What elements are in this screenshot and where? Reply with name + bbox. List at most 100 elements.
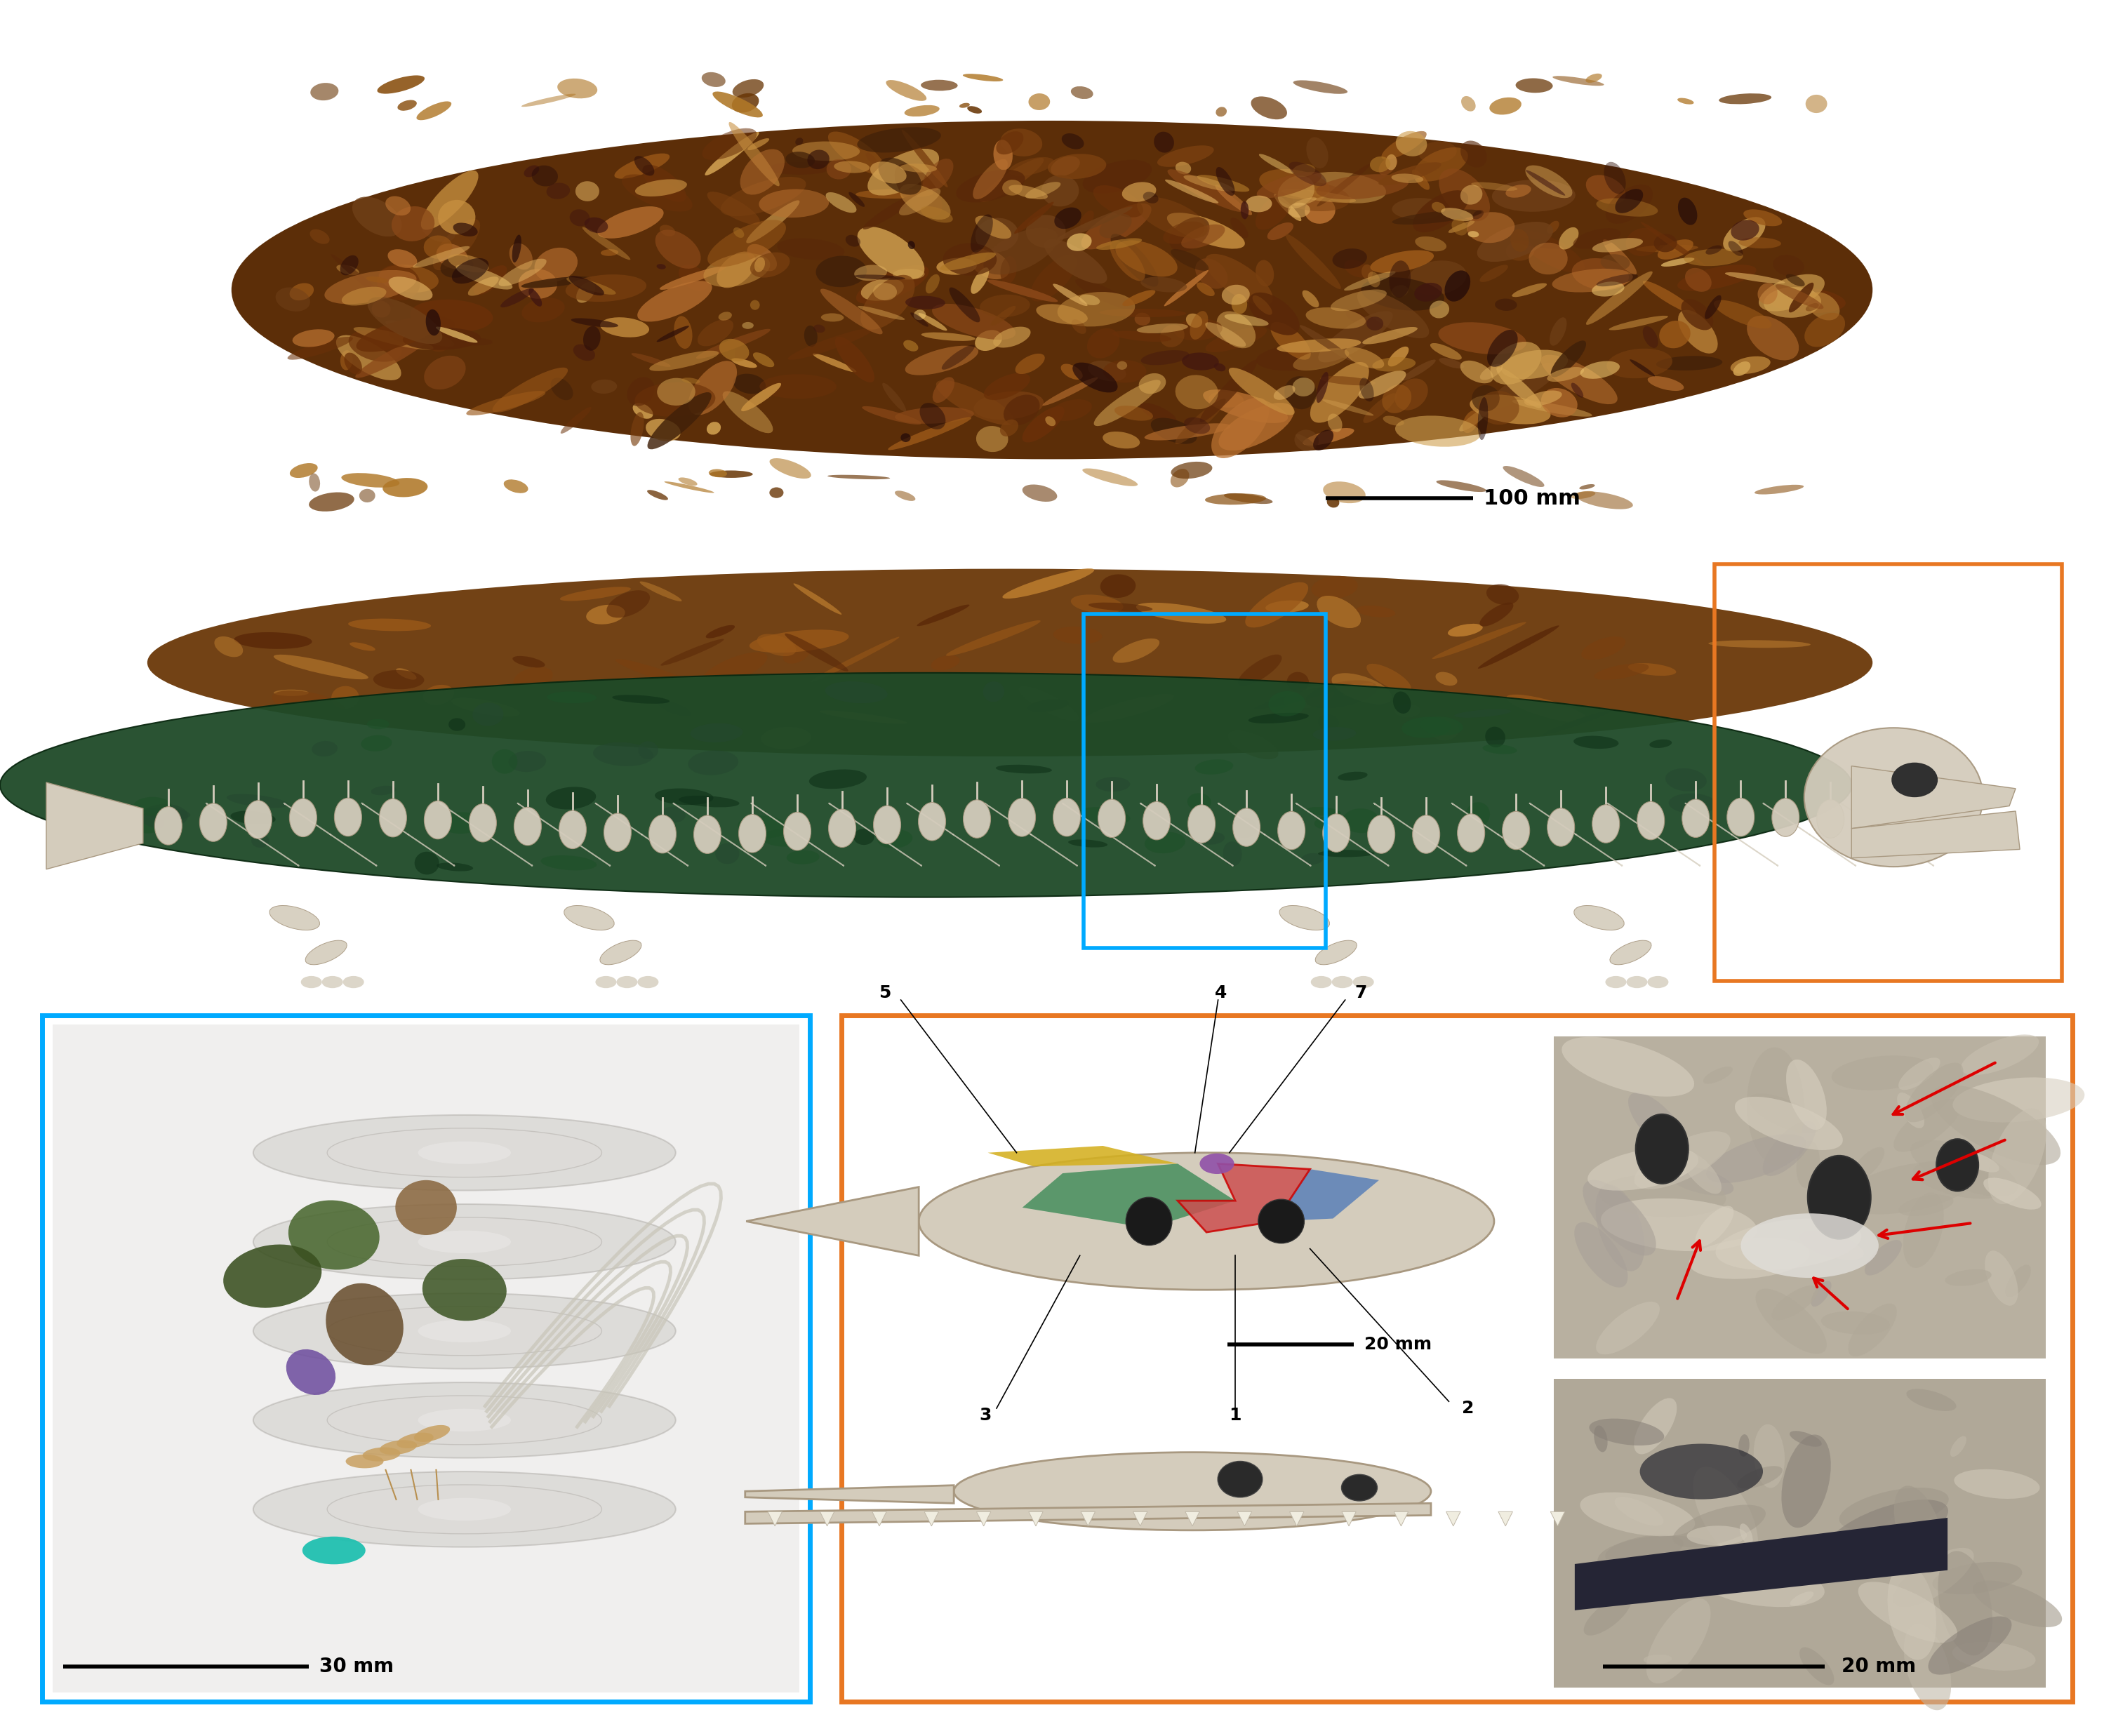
Ellipse shape <box>1593 806 1620 844</box>
Ellipse shape <box>936 259 976 274</box>
Ellipse shape <box>330 253 393 307</box>
Ellipse shape <box>1664 1165 1734 1196</box>
Ellipse shape <box>1961 1035 2039 1075</box>
Ellipse shape <box>423 1259 507 1321</box>
Ellipse shape <box>943 243 997 276</box>
Ellipse shape <box>1294 349 1349 370</box>
Ellipse shape <box>322 976 343 988</box>
Ellipse shape <box>1136 602 1227 623</box>
Ellipse shape <box>854 266 888 281</box>
Ellipse shape <box>913 309 926 319</box>
Ellipse shape <box>1595 1184 1645 1271</box>
Ellipse shape <box>1277 811 1304 849</box>
Ellipse shape <box>1546 366 1584 382</box>
Ellipse shape <box>560 587 631 601</box>
Ellipse shape <box>1050 156 1079 175</box>
Ellipse shape <box>1950 1436 1967 1457</box>
Text: 4: 4 <box>1216 984 1227 1002</box>
Ellipse shape <box>0 674 1852 898</box>
Ellipse shape <box>1195 259 1229 288</box>
Ellipse shape <box>1330 290 1387 311</box>
Ellipse shape <box>1782 1434 1830 1528</box>
Ellipse shape <box>1172 462 1212 479</box>
Ellipse shape <box>1582 1180 1656 1255</box>
Ellipse shape <box>1614 1496 1664 1526</box>
Ellipse shape <box>145 807 189 819</box>
Ellipse shape <box>1016 354 1046 373</box>
Ellipse shape <box>324 271 417 304</box>
Ellipse shape <box>1197 175 1250 191</box>
Ellipse shape <box>1395 378 1429 410</box>
Ellipse shape <box>1286 234 1340 290</box>
Ellipse shape <box>231 120 1873 458</box>
Ellipse shape <box>1029 94 1050 109</box>
Ellipse shape <box>1002 568 1094 599</box>
Ellipse shape <box>665 481 713 493</box>
Ellipse shape <box>926 274 940 293</box>
Ellipse shape <box>419 1141 511 1165</box>
Polygon shape <box>1081 1512 1096 1526</box>
Ellipse shape <box>1408 260 1466 295</box>
Ellipse shape <box>995 764 1052 774</box>
Ellipse shape <box>1469 231 1479 238</box>
Ellipse shape <box>595 976 616 988</box>
Ellipse shape <box>337 335 402 380</box>
Ellipse shape <box>593 743 654 766</box>
Ellipse shape <box>949 288 980 323</box>
Ellipse shape <box>436 326 478 342</box>
Ellipse shape <box>1357 290 1429 339</box>
Ellipse shape <box>1296 434 1315 448</box>
Ellipse shape <box>1088 328 1119 358</box>
Ellipse shape <box>1454 710 1511 717</box>
Ellipse shape <box>810 769 867 788</box>
Ellipse shape <box>345 352 362 375</box>
Ellipse shape <box>762 727 812 748</box>
Ellipse shape <box>648 392 711 450</box>
Ellipse shape <box>1551 340 1586 377</box>
Ellipse shape <box>1197 283 1214 297</box>
Ellipse shape <box>1174 319 1222 340</box>
Ellipse shape <box>1218 1462 1262 1496</box>
Ellipse shape <box>922 207 953 222</box>
Ellipse shape <box>863 193 917 229</box>
Ellipse shape <box>785 151 814 168</box>
Ellipse shape <box>810 637 898 682</box>
Ellipse shape <box>1763 1121 1816 1175</box>
Ellipse shape <box>968 106 983 113</box>
Ellipse shape <box>1715 300 1772 328</box>
Ellipse shape <box>1460 408 1490 431</box>
Ellipse shape <box>1102 432 1140 448</box>
Ellipse shape <box>1826 1500 1948 1559</box>
Ellipse shape <box>1795 1549 1835 1569</box>
Ellipse shape <box>787 851 818 865</box>
Ellipse shape <box>1393 691 1412 713</box>
Ellipse shape <box>1088 361 1126 382</box>
Ellipse shape <box>812 354 856 372</box>
Ellipse shape <box>1812 1281 1830 1307</box>
Ellipse shape <box>1412 191 1469 233</box>
Ellipse shape <box>1683 248 1742 266</box>
Ellipse shape <box>835 337 875 382</box>
Ellipse shape <box>680 266 709 292</box>
Ellipse shape <box>509 701 530 715</box>
Ellipse shape <box>1473 210 1483 219</box>
Ellipse shape <box>1168 214 1246 248</box>
Polygon shape <box>768 1512 783 1526</box>
Ellipse shape <box>821 288 882 335</box>
Ellipse shape <box>1847 1304 1898 1356</box>
Ellipse shape <box>503 479 528 493</box>
Ellipse shape <box>1517 231 1584 273</box>
Ellipse shape <box>1561 1036 1694 1097</box>
Ellipse shape <box>1551 318 1567 345</box>
Ellipse shape <box>1307 137 1328 168</box>
Ellipse shape <box>1431 201 1445 212</box>
Ellipse shape <box>922 80 957 90</box>
Ellipse shape <box>1279 906 1330 930</box>
Ellipse shape <box>1145 424 1231 441</box>
Ellipse shape <box>1361 326 1418 344</box>
Ellipse shape <box>1323 814 1351 852</box>
Ellipse shape <box>1988 1108 2047 1205</box>
Ellipse shape <box>861 274 915 330</box>
Ellipse shape <box>1748 1094 1820 1134</box>
Ellipse shape <box>1586 271 1652 325</box>
